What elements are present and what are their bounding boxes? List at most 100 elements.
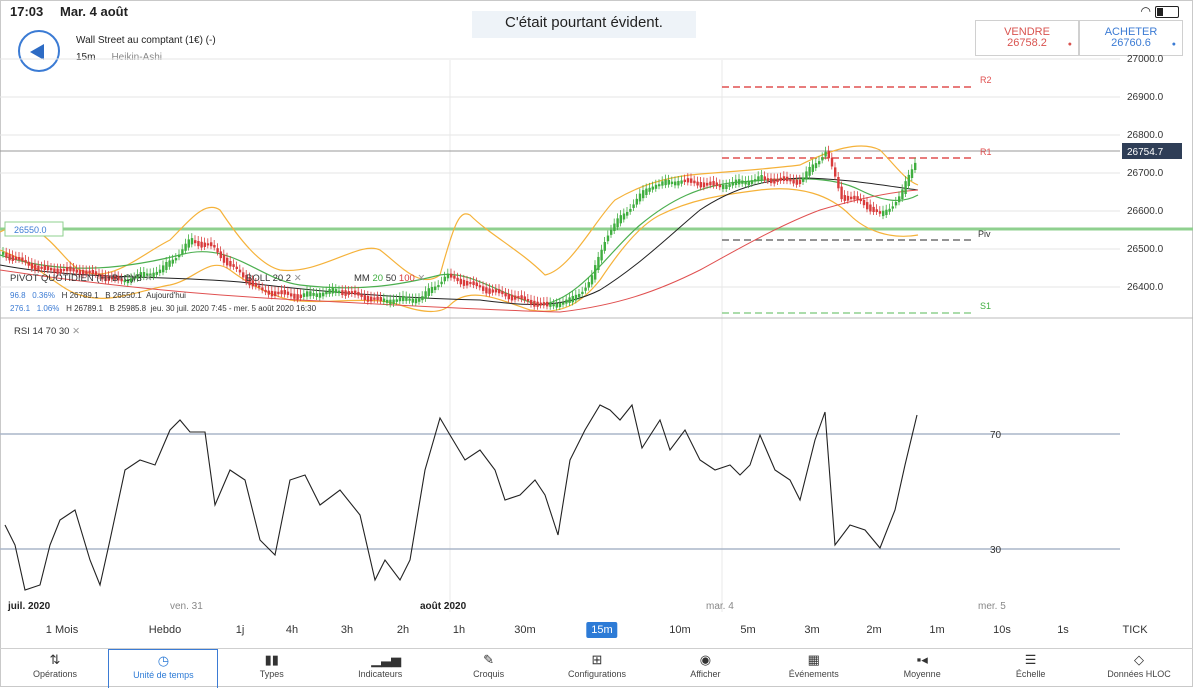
candle — [629, 208, 632, 212]
candle — [408, 298, 411, 301]
timeframe-1s[interactable]: 1s — [1057, 624, 1069, 636]
timeframe-30m[interactable]: 30m — [514, 624, 536, 636]
sell-button[interactable]: VENDRE 26758.2 ● — [975, 20, 1079, 56]
candle — [910, 169, 914, 178]
candle — [283, 289, 286, 295]
instrument-subtitle: 15m Heikin-Ashi — [76, 52, 162, 63]
buy-button[interactable]: ACHETER 26760.6 ● — [1079, 20, 1183, 56]
toolbar-label: Types — [259, 669, 284, 679]
toolbar-label: Configurations — [567, 669, 627, 679]
boll-legend[interactable]: BOLL 20 2 ✕ — [246, 273, 302, 284]
close-icon[interactable]: ✕ — [417, 273, 426, 284]
toolbar-layout-button[interactable]: ⊞ Configurations — [542, 649, 652, 687]
timeframe-1j[interactable]: 1j — [235, 624, 245, 636]
timeframe-2h[interactable]: 2h — [396, 624, 410, 636]
candle — [606, 235, 610, 242]
rsi-upper-label: 70 — [990, 430, 1002, 441]
candle — [395, 299, 398, 302]
toolbar-scale-button[interactable]: ☰ Échelle — [976, 649, 1086, 687]
timeframe-15m[interactable]: 15m — [586, 622, 618, 638]
candle — [232, 264, 235, 267]
toolbar-candles-button[interactable]: ▮▮ Types — [217, 649, 327, 687]
rsi-legend[interactable]: RSI 14 70 30 ✕ — [14, 326, 80, 337]
candle — [565, 299, 568, 304]
toolbar-clock-button[interactable]: ◷ Unité de temps — [108, 649, 219, 688]
toolbar-label: Croquis — [473, 669, 505, 679]
average-icon: ▪◂ — [916, 652, 928, 667]
toolbar-eye-button[interactable]: ◉ Afficher — [650, 649, 760, 687]
price-tick: 26600.0 — [1127, 206, 1164, 217]
toolbar-average-button[interactable]: ▪◂ Moyenne — [867, 649, 977, 687]
timeframe-1h[interactable]: 1h — [452, 624, 466, 636]
candle — [840, 186, 843, 200]
toolbar-pencil-button[interactable]: ✎ Croquis — [434, 649, 544, 687]
toolbar-label: Événements — [788, 669, 839, 679]
candle — [514, 295, 517, 300]
timeframe-3h[interactable]: 3h — [340, 624, 354, 636]
candle — [501, 291, 504, 295]
candle — [453, 275, 456, 279]
pivot-price-tag — [4, 221, 64, 237]
close-icon[interactable]: ✕ — [293, 273, 302, 284]
candle — [798, 179, 802, 185]
candle — [11, 255, 14, 261]
timeframe-2m[interactable]: 2m — [866, 624, 882, 636]
timeframe-10m[interactable]: 10m — [669, 624, 691, 636]
toolbar-label: Indicateurs — [358, 669, 403, 679]
candle — [619, 215, 622, 224]
candle — [763, 176, 766, 181]
candle — [866, 202, 869, 210]
timeframe-3m[interactable]: 3m — [804, 624, 820, 636]
candle — [856, 196, 859, 201]
timeframe-tick[interactable]: TICK — [1122, 624, 1148, 636]
candle — [229, 261, 232, 267]
chart-area[interactable]: R2 R1 Piv S1 27000.0 26900.0 26800.0 267… — [0, 0, 1193, 620]
buy-label: ACHETER — [1104, 26, 1158, 38]
candle — [456, 277, 459, 282]
candle — [549, 302, 552, 307]
back-button[interactable] — [18, 30, 60, 72]
price-gridlines — [0, 58, 1120, 288]
candle — [722, 184, 725, 190]
candle — [299, 294, 302, 299]
timeframe-hebdo[interactable]: Hebdo — [148, 624, 182, 636]
candle — [203, 242, 206, 247]
candle — [155, 271, 158, 275]
legend-value: jeu. 30 juil. 2020 7:45 - mer. 5 août 20… — [150, 304, 317, 313]
candle — [459, 278, 462, 285]
timeframe-1-mois[interactable]: 1 Mois — [45, 624, 79, 636]
toolbar-data-button[interactable]: ◇ Données HLOC — [1084, 649, 1193, 687]
close-icon[interactable]: ✕ — [72, 326, 81, 337]
candle — [773, 178, 776, 184]
candle — [363, 295, 366, 300]
ma-legend[interactable]: MM 20 50 100 ✕ — [354, 273, 425, 284]
sell-label: VENDRE — [1004, 26, 1050, 38]
toolbar-indicators-button[interactable]: ▁▃▅ Indicateurs — [325, 649, 435, 687]
layout-icon: ⊞ — [591, 652, 603, 667]
candle — [472, 281, 475, 286]
ma20-value: 20 — [372, 273, 384, 284]
candle — [187, 239, 190, 248]
toolbar-calendar-button[interactable]: ▦ Événements — [759, 649, 869, 687]
candle — [770, 178, 773, 184]
r1-label: R1 — [980, 147, 992, 157]
close-icon[interactable]: ✕ — [144, 273, 153, 284]
candle — [421, 296, 424, 301]
toolbar-operations-button[interactable]: ⇅ Opérations — [0, 649, 110, 687]
timeframe-10s[interactable]: 10s — [993, 624, 1011, 636]
candle — [741, 180, 744, 184]
candle — [133, 277, 136, 280]
candle — [184, 243, 187, 251]
candle — [411, 298, 414, 303]
candle — [882, 210, 885, 217]
candle — [779, 177, 782, 181]
candle — [360, 294, 363, 297]
candle — [526, 299, 530, 302]
timeframe-4h[interactable]: 4h — [285, 624, 299, 636]
candle — [776, 178, 779, 183]
timeframe-5m[interactable]: 5m — [740, 624, 756, 636]
pivot-legend[interactable]: PIVOT QUOTIDIEN (H+B+C)/3 ✕ — [10, 273, 152, 284]
timeframe-1m[interactable]: 1m — [929, 624, 945, 636]
candle — [302, 293, 306, 297]
candle — [443, 276, 446, 282]
